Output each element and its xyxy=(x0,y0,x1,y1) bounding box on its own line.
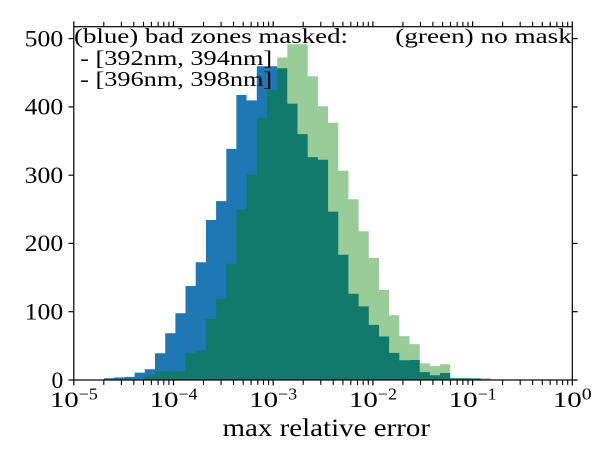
svg-text:10−1: 10−1 xyxy=(449,385,497,413)
svg-text:10−4: 10−4 xyxy=(150,385,198,413)
svg-text:(green) no mask: (green) no mask xyxy=(395,24,572,48)
svg-text:10−3: 10−3 xyxy=(249,385,297,413)
svg-text:10−5: 10−5 xyxy=(50,385,98,413)
svg-text:500: 500 xyxy=(25,26,64,52)
svg-text:200: 200 xyxy=(25,231,64,257)
svg-text:100: 100 xyxy=(553,385,592,413)
svg-text:- [396nm, 398nm]: - [396nm, 398nm] xyxy=(80,67,272,91)
svg-text:0: 0 xyxy=(51,368,63,394)
svg-text:10−2: 10−2 xyxy=(349,385,397,413)
svg-text:(blue) bad zones masked:: (blue) bad zones masked: xyxy=(74,24,348,48)
svg-text:max relative error: max relative error xyxy=(223,415,431,442)
svg-text:- [392nm, 394nm]: - [392nm, 394nm] xyxy=(80,46,272,70)
svg-text:400: 400 xyxy=(25,95,64,121)
svg-text:100: 100 xyxy=(25,300,64,326)
svg-text:300: 300 xyxy=(25,163,64,189)
